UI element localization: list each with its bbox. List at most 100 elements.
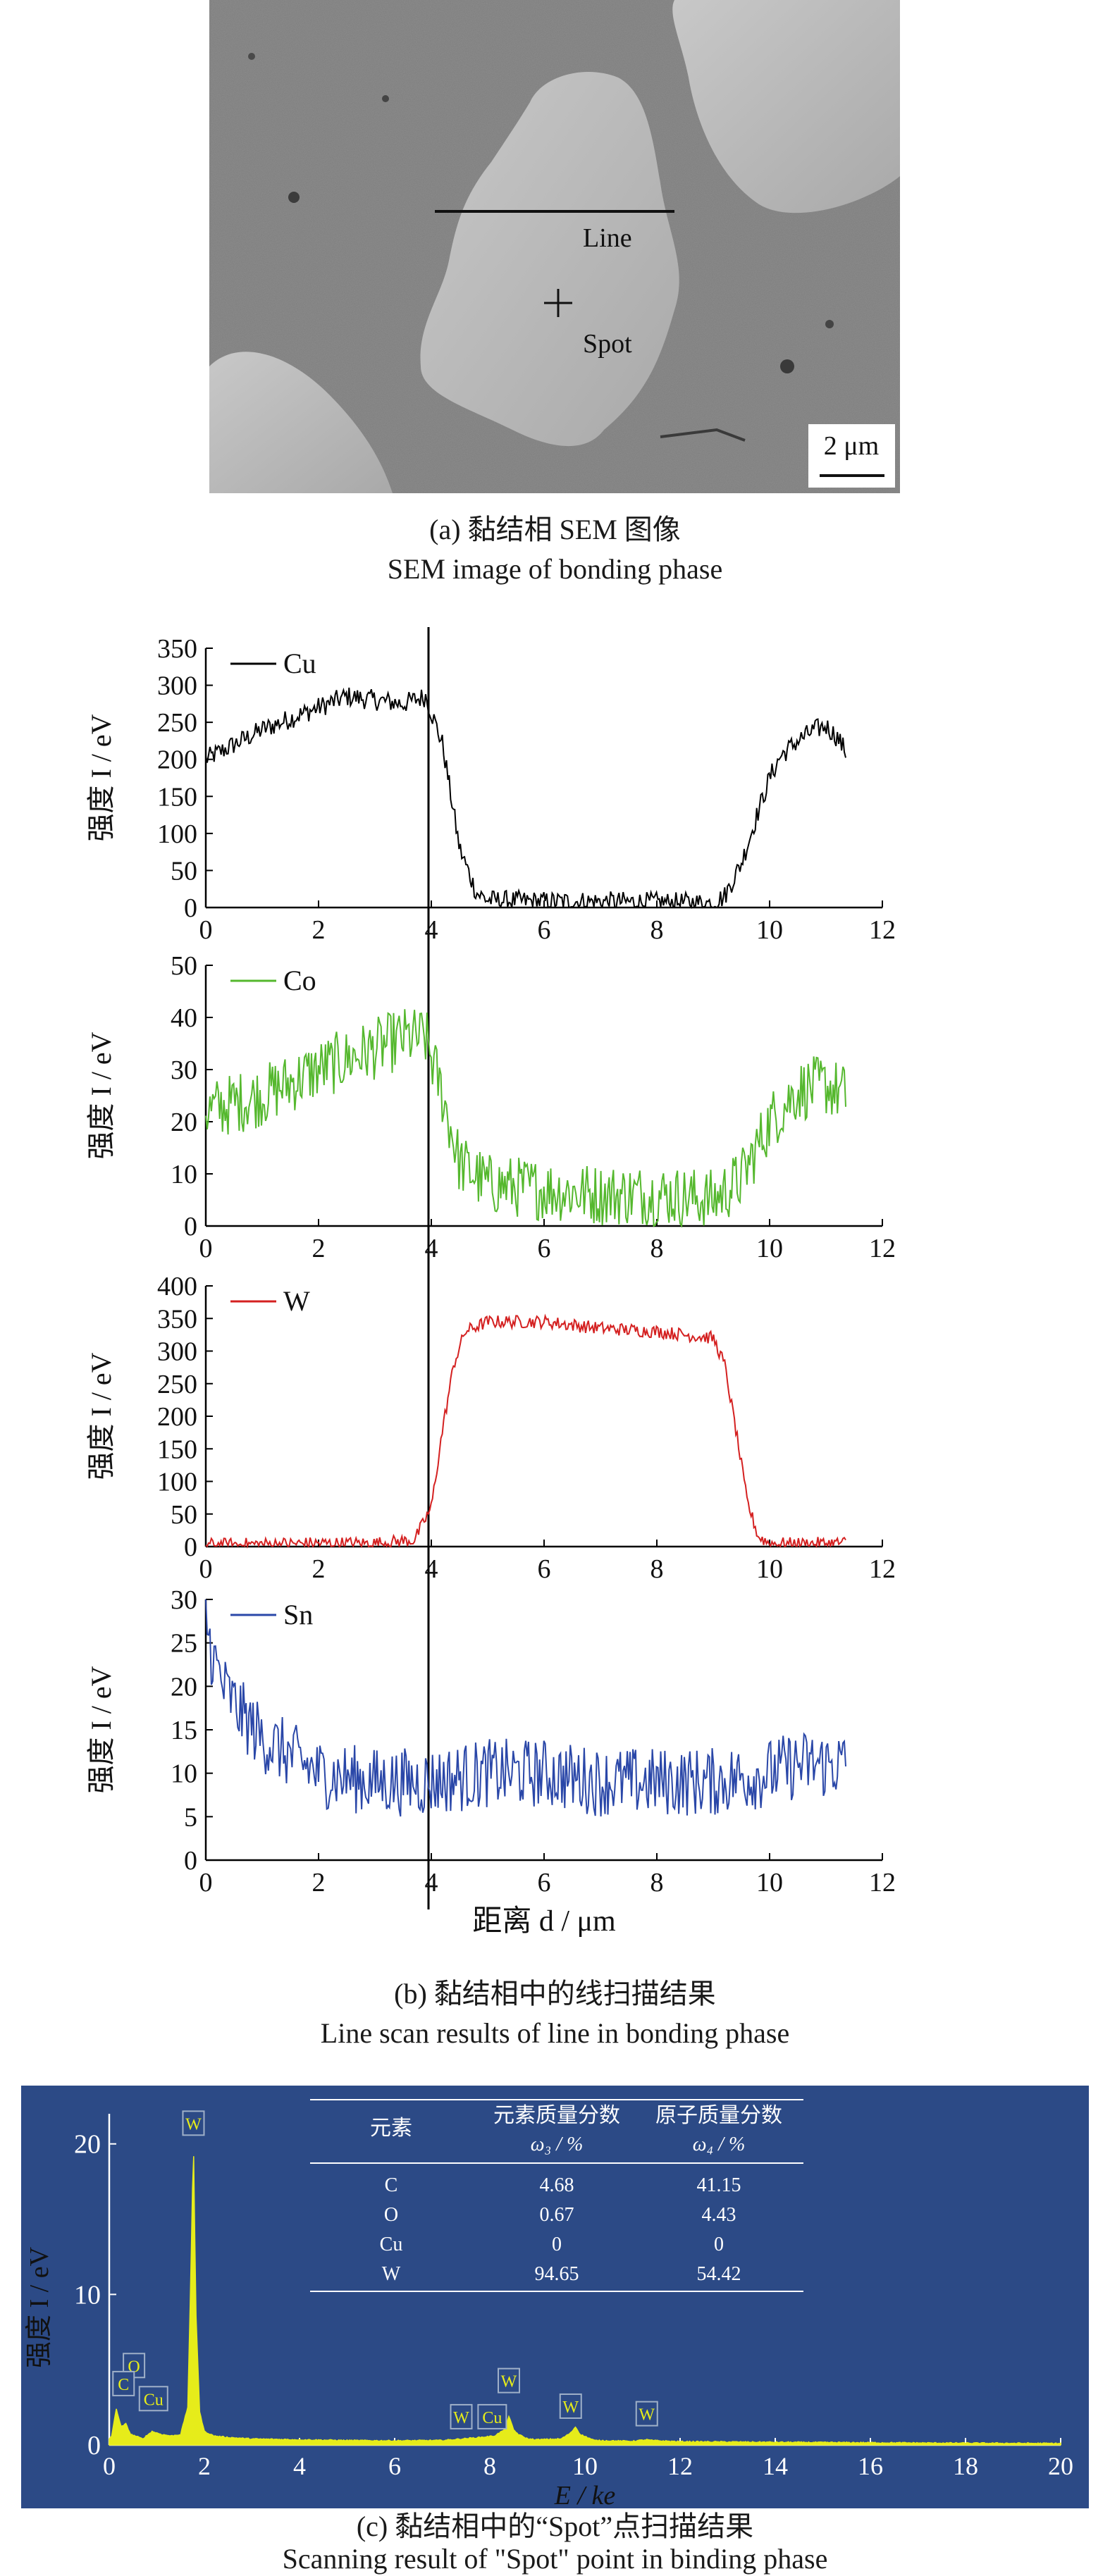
sem-grain-upper-right (672, 0, 900, 213)
eds-y-tick-label: 0 (87, 2431, 101, 2460)
y-tick-label: 15 (171, 1716, 197, 1745)
peak-label-box (112, 2370, 135, 2396)
peak-label-box (182, 2110, 205, 2136)
sem-line-label: Line (583, 223, 632, 253)
y-tick-label: 250 (157, 1370, 197, 1399)
eds-x-tick-label: 2 (198, 2452, 211, 2480)
table-cell: W (382, 2263, 401, 2285)
x-tick-label: 0 (199, 915, 213, 945)
y-tick-label: 300 (157, 671, 197, 701)
y-tick-label: 40 (171, 1003, 197, 1033)
y-tick-label: 0 (184, 893, 197, 923)
y-axis-label: 强度 I / eV (85, 1032, 117, 1159)
x-tick-label: 2 (312, 1868, 326, 1897)
table-cell: C (385, 2174, 398, 2196)
x-axis-label: 距离 d / μm (472, 1905, 616, 1938)
x-tick-label: 12 (869, 1234, 896, 1263)
table-cell: 54.42 (697, 2263, 741, 2285)
eds-y-tick-label: 10 (74, 2280, 101, 2310)
caption-a-en: SEM image of bonding phase (387, 553, 723, 585)
x-tick-label: 0 (199, 1234, 213, 1263)
table-cell: 4.43 (702, 2204, 736, 2226)
y-tick-label: 10 (171, 1160, 197, 1189)
x-tick-label: 4 (425, 915, 438, 945)
sem-spot-label: Spot (583, 329, 632, 359)
table-row: C 4.68 41.15 (385, 2174, 741, 2196)
table-cell: O (384, 2204, 398, 2226)
y-tick-label: 20 (171, 1108, 197, 1137)
legend-label: Co (283, 965, 316, 996)
x-tick-label: 4 (425, 1868, 438, 1897)
y-tick-label: 0 (184, 1846, 197, 1876)
peak-label: Cu (144, 2391, 164, 2409)
caption-c-cn: (c) 黏结相中的“Spot”点扫描结果 (356, 2510, 754, 2542)
x-tick-label: 8 (650, 1554, 664, 1584)
series-line-sn (205, 1599, 846, 1817)
y-tick-label: 0 (184, 1212, 197, 1241)
y-tick-label: 200 (157, 745, 197, 775)
peak-label-box (477, 2403, 507, 2429)
x-tick-label: 6 (538, 1868, 551, 1897)
sem-image: Line Spot 2 μm (209, 0, 900, 493)
peak-label: W (562, 2398, 579, 2417)
x-tick-label: 2 (312, 915, 326, 945)
composition-table: 元素 元素质量分数 原子质量分数 ω₃ / % ω₄ / % C 4.68 41… (310, 2099, 803, 2292)
legend-label: W (283, 1285, 310, 1317)
eds-x-tick-label: 10 (572, 2452, 598, 2480)
table-header-atomic: 原子质量分数 (655, 2104, 782, 2127)
x-tick-label: 10 (756, 915, 783, 945)
series-line-w (205, 1313, 846, 1549)
table-row: W 94.65 54.42 (382, 2263, 741, 2285)
scale-bar-label: 2 μm (824, 431, 879, 461)
series-line-cu (205, 687, 846, 910)
eds-x-axis-label: E / ke (554, 2481, 616, 2508)
x-tick-label: 10 (756, 1868, 783, 1897)
x-tick-label: 2 (312, 1554, 326, 1584)
caption-b-en: Line scan results of line in bonding pha… (320, 2017, 790, 2049)
eds-y-tick-label: 20 (74, 2130, 101, 2160)
table-cell: Cu (380, 2234, 403, 2255)
y-tick-label: 25 (171, 1629, 197, 1659)
peak-label: C (118, 2376, 129, 2394)
x-tick-label: 12 (869, 915, 896, 945)
table-header-element: 元素 (370, 2117, 412, 2140)
y-tick-label: 350 (157, 634, 197, 664)
table-cell: 41.15 (697, 2174, 741, 2196)
caption-c-en: Scanning result of "Spot" point in bindi… (282, 2543, 828, 2575)
eds-x-tick-label: 6 (388, 2452, 401, 2480)
table-cell: 0.67 (540, 2204, 574, 2226)
eds-x-tick-label: 8 (483, 2452, 496, 2480)
table-subheader-atomic: ω₄ / % (693, 2134, 746, 2155)
x-tick-label: 6 (538, 1234, 551, 1263)
x-tick-label: 8 (650, 915, 664, 945)
caption-a-cn: (a) 黏结相 SEM 图像 (429, 514, 681, 545)
sem-grain-center (420, 72, 679, 447)
x-tick-label: 12 (869, 1868, 896, 1897)
y-tick-label: 30 (171, 1585, 197, 1615)
peak-label-box (635, 2401, 658, 2427)
peak-label: W (185, 2115, 202, 2134)
table-row: Cu 0 0 (380, 2234, 724, 2255)
eds-x-tick-label: 18 (953, 2452, 978, 2480)
y-tick-label: 100 (157, 819, 197, 849)
legend-label: Cu (283, 648, 316, 679)
y-tick-label: 400 (157, 1272, 197, 1301)
sem-grain-lower-left (209, 352, 393, 493)
peak-label-box (138, 2386, 168, 2412)
eds-y-axis-label: 强度 I / eV (25, 2246, 54, 2368)
y-tick-label: 300 (157, 1337, 197, 1367)
eds-spectrum-trace (109, 2156, 1061, 2446)
peak-label: W (453, 2409, 469, 2427)
table-cell: 4.68 (540, 2174, 574, 2196)
peak-label-box (450, 2403, 473, 2429)
eds-x-tick-label: 12 (667, 2452, 693, 2480)
y-axis-label: 强度 I / eV (85, 1666, 117, 1793)
y-tick-label: 200 (157, 1402, 197, 1432)
table-header-mass: 元素质量分数 (493, 2104, 620, 2127)
x-tick-label: 10 (756, 1554, 783, 1584)
eds-x-tick-label: 0 (103, 2452, 116, 2480)
